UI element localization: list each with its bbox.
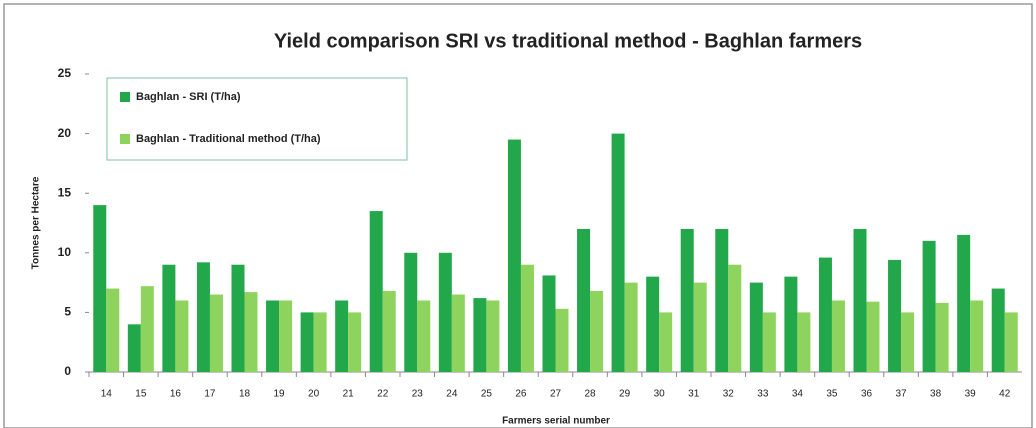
x-tick-label: 31 [688,389,700,400]
bar [93,205,107,372]
x-tick-label: 39 [965,389,977,400]
bar [438,252,452,372]
x-tick-label: 26 [515,389,527,400]
bar [279,300,293,372]
bar [451,294,465,372]
x-tick-label: 33 [757,389,769,400]
bar [762,312,776,372]
bar [749,282,763,372]
x-tick-label: 15 [135,389,147,400]
bar [313,312,327,372]
y-tick-label: 15 [58,185,72,199]
bar [196,262,210,372]
bar [555,308,569,372]
x-tick-label: 32 [723,389,735,400]
legend-label: Baghlan - Traditional method (T/ha) [136,133,321,145]
bar [266,300,280,372]
x-axis-label: Farmers serial number [502,416,610,427]
bar [991,288,1005,372]
legend-box [106,77,408,161]
bar [957,234,971,372]
bar [659,312,673,372]
bar [335,300,349,372]
bar [300,312,314,372]
bar [888,259,902,372]
x-tick-label: 36 [861,389,873,400]
bar [140,286,154,372]
bar [646,276,660,372]
bar [818,257,832,372]
bar [127,324,141,372]
x-tick-label: 27 [550,389,562,400]
bar [577,228,591,372]
y-tick-label: 25 [58,66,72,80]
legend-swatch [120,134,130,144]
bar [784,276,798,372]
x-tick-label: 21 [343,389,355,400]
x-tick-label: 14 [101,389,113,400]
bar [831,300,845,372]
x-tick-label: 42 [999,389,1011,400]
x-tick-label: 35 [826,389,838,400]
bar [382,290,396,372]
bar [611,133,625,372]
x-tick-label: 16 [170,389,182,400]
bar [590,290,604,372]
bar [922,240,936,372]
bar [693,282,707,372]
bar [728,264,742,372]
x-tick-label: 20 [308,389,320,400]
y-tick-label: 5 [64,305,71,319]
bar [348,312,362,372]
x-tick-label: 19 [273,389,285,400]
y-tick-label: 0 [64,364,71,378]
bar [244,292,258,372]
x-tick-label: 18 [239,389,251,400]
bar [797,312,811,372]
bar [369,211,383,372]
bar [1004,312,1018,372]
bar [175,300,189,372]
legend-swatch [120,92,130,102]
bar [866,301,880,372]
bar [473,298,487,372]
y-tick-label: 20 [58,126,72,140]
bar [520,264,534,372]
bar [853,228,867,372]
bar [417,300,431,372]
bar [231,264,245,372]
legend-label: Baghlan - SRI (T/ha) [136,91,241,103]
bar [404,252,418,372]
bar [486,300,500,372]
x-tick-label: 37 [895,389,907,400]
bar [209,294,223,372]
x-tick-label: 34 [792,389,804,400]
bar [162,264,176,372]
x-tick-label: 38 [930,389,942,400]
y-tick-label: 10 [58,245,72,259]
bar [901,312,915,372]
x-tick-label: 30 [654,389,666,400]
x-tick-label: 24 [446,389,458,400]
bar [624,282,638,372]
bar [970,300,984,372]
bar [507,139,521,372]
chart-title: Yield comparison SRI vs traditional meth… [274,30,862,52]
y-axis-label: Tonnes per Hectare [31,176,42,269]
x-tick-label: 22 [377,389,389,400]
x-tick-label: 25 [481,389,493,400]
bar [680,228,694,372]
bar [935,302,949,372]
x-tick-label: 28 [584,389,596,400]
x-tick-label: 17 [204,389,216,400]
x-tick-label: 23 [412,389,424,400]
bar [715,228,729,372]
bar [106,288,120,372]
x-tick-label: 29 [619,389,631,400]
bar [542,275,556,372]
